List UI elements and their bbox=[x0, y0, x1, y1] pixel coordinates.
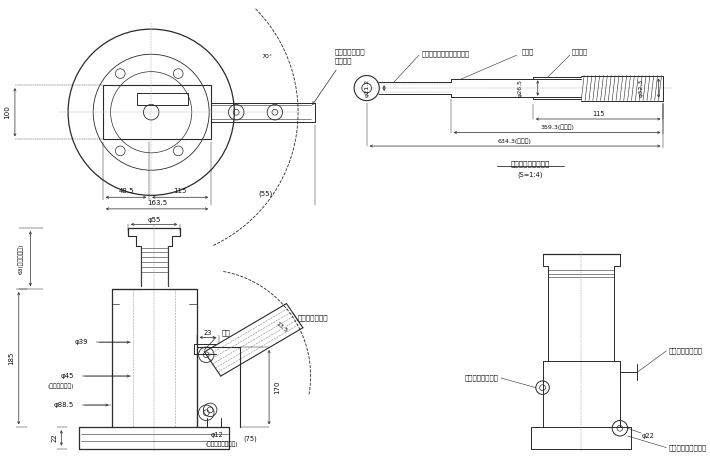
Text: φ26.5: φ26.5 bbox=[518, 79, 523, 97]
Text: φ21.2: φ21.2 bbox=[364, 79, 369, 97]
Text: (S=1:4): (S=1:4) bbox=[518, 172, 543, 178]
Text: 163.5: 163.5 bbox=[147, 200, 167, 206]
Text: 操作レバー差込口: 操作レバー差込口 bbox=[668, 348, 702, 354]
Text: 取手: 取手 bbox=[222, 329, 230, 336]
Text: オイルフィリング: オイルフィリング bbox=[465, 375, 499, 381]
Text: レバーソケット: レバーソケット bbox=[298, 315, 329, 322]
Text: リリーズスクリュウ: リリーズスクリュウ bbox=[668, 444, 706, 451]
Text: 634.3(最伸長): 634.3(最伸長) bbox=[498, 139, 532, 144]
Text: 359.3(最短長): 359.3(最短長) bbox=[540, 125, 574, 131]
Text: ストッパ: ストッパ bbox=[572, 48, 587, 55]
Text: 63(ストローク): 63(ストローク) bbox=[18, 243, 23, 274]
Text: (ポンプピストン径): (ポンプピストン径) bbox=[205, 442, 238, 447]
Text: φ45: φ45 bbox=[60, 373, 74, 379]
Text: φ39: φ39 bbox=[75, 339, 88, 345]
Text: レバーソケット: レバーソケット bbox=[335, 48, 366, 55]
Text: φ88.5: φ88.5 bbox=[54, 402, 74, 408]
Text: 185: 185 bbox=[8, 351, 14, 365]
Text: φ32.3: φ32.3 bbox=[639, 79, 644, 97]
Text: 115: 115 bbox=[592, 111, 604, 117]
Text: φ55: φ55 bbox=[148, 217, 160, 222]
Text: 170: 170 bbox=[274, 380, 280, 394]
Text: φ12: φ12 bbox=[211, 432, 223, 438]
Text: 100: 100 bbox=[4, 105, 10, 119]
Text: リリーズスクリュウ差込口: リリーズスクリュウ差込口 bbox=[422, 50, 470, 57]
Text: 22: 22 bbox=[52, 433, 58, 442]
Bar bbox=[103, 85, 211, 139]
Text: φ22: φ22 bbox=[641, 433, 654, 439]
Text: (シリンダ内径): (シリンダ内径) bbox=[48, 383, 74, 388]
Bar bbox=[137, 93, 188, 104]
Text: 23: 23 bbox=[204, 329, 212, 336]
Text: 48.5: 48.5 bbox=[119, 189, 133, 195]
Text: 13.5: 13.5 bbox=[275, 322, 288, 334]
Text: (55): (55) bbox=[258, 190, 273, 197]
Text: 70°: 70° bbox=[262, 54, 273, 58]
Text: 伸縮式: 伸縮式 bbox=[522, 48, 534, 55]
Text: 115: 115 bbox=[173, 189, 187, 195]
Text: (75): (75) bbox=[244, 436, 258, 442]
Text: 専用操作レバー詳細: 専用操作レバー詳細 bbox=[510, 160, 550, 167]
Text: 回転方向: 回転方向 bbox=[335, 58, 352, 64]
